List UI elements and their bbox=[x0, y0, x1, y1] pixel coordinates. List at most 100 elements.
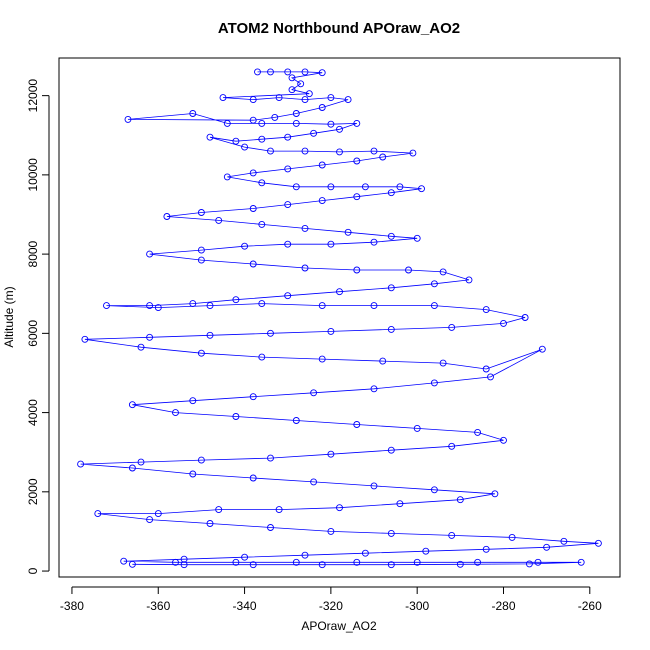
data-point bbox=[258, 119, 266, 127]
data-point bbox=[543, 543, 551, 551]
data-point bbox=[249, 96, 257, 104]
data-point bbox=[223, 119, 231, 127]
data-point bbox=[525, 560, 533, 568]
data-point bbox=[275, 506, 283, 514]
y-tick-label: 6000 bbox=[26, 320, 40, 347]
data-point bbox=[521, 314, 529, 321]
data-point bbox=[370, 302, 378, 310]
data-point bbox=[249, 205, 257, 212]
data-point bbox=[327, 327, 335, 335]
data-point bbox=[301, 551, 309, 559]
y-tick-label: 10000 bbox=[26, 158, 40, 192]
data-point bbox=[267, 68, 274, 76]
data-point bbox=[409, 149, 417, 157]
data-point bbox=[258, 300, 266, 308]
series-layer bbox=[77, 68, 602, 569]
data-point bbox=[310, 478, 318, 486]
data-point bbox=[370, 238, 378, 246]
data-point bbox=[482, 306, 490, 314]
data-point bbox=[189, 110, 197, 117]
data-point bbox=[361, 183, 369, 191]
x-tick-label: -360 bbox=[146, 599, 170, 613]
data-point bbox=[387, 325, 395, 333]
data-point bbox=[267, 524, 274, 531]
data-point bbox=[197, 246, 205, 254]
data-point bbox=[206, 520, 214, 527]
y-axis-label: Altitude (m) bbox=[2, 286, 16, 347]
data-point bbox=[197, 256, 205, 264]
data-point bbox=[413, 234, 421, 242]
data-point bbox=[146, 302, 154, 310]
data-point bbox=[379, 153, 387, 161]
data-point bbox=[387, 529, 395, 537]
data-point bbox=[163, 213, 171, 220]
data-point bbox=[180, 561, 188, 569]
data-point bbox=[232, 413, 240, 420]
data-point bbox=[336, 148, 343, 156]
y-tick-label: 4000 bbox=[26, 399, 40, 426]
data-point bbox=[370, 385, 378, 393]
x-tick-label: -300 bbox=[405, 599, 429, 613]
data-point bbox=[353, 558, 361, 566]
data-point bbox=[430, 302, 438, 310]
data-point bbox=[310, 389, 318, 397]
data-point bbox=[94, 510, 102, 518]
x-tick-label: -280 bbox=[491, 599, 515, 613]
data-point bbox=[560, 537, 568, 545]
data-point bbox=[456, 496, 464, 504]
x-tick-label: -260 bbox=[578, 599, 602, 613]
data-point bbox=[387, 232, 395, 240]
data-point bbox=[387, 446, 395, 454]
data-point bbox=[500, 436, 507, 444]
data-point bbox=[197, 349, 205, 357]
data-point bbox=[258, 179, 266, 187]
data-point bbox=[396, 500, 404, 508]
data-point bbox=[288, 74, 296, 82]
data-point bbox=[370, 482, 378, 490]
data-point bbox=[500, 319, 507, 327]
data-point bbox=[271, 113, 279, 121]
data-point bbox=[396, 183, 404, 191]
data-point bbox=[197, 209, 205, 216]
data-point bbox=[154, 510, 162, 518]
data-point bbox=[267, 329, 274, 337]
data-point bbox=[491, 490, 499, 498]
data-point bbox=[327, 527, 335, 535]
data-point bbox=[336, 125, 343, 133]
data-point bbox=[387, 561, 395, 569]
x-axis: -380 -360 -340 -320 -300 -280 -260 bbox=[60, 586, 602, 613]
data-point bbox=[128, 464, 136, 472]
y-tick-label: 12000 bbox=[26, 79, 40, 113]
data-point bbox=[219, 94, 227, 102]
data-point bbox=[318, 302, 326, 310]
data-point bbox=[465, 276, 473, 284]
data-point bbox=[146, 333, 154, 341]
data-point bbox=[206, 133, 214, 141]
y-tick-label: 8000 bbox=[26, 240, 40, 267]
data-point bbox=[267, 147, 274, 155]
x-tick-label: -380 bbox=[60, 599, 84, 613]
data-point bbox=[284, 240, 292, 248]
data-point bbox=[430, 280, 438, 288]
y-tick-label: 0 bbox=[26, 567, 40, 574]
data-point bbox=[430, 486, 438, 494]
data-point bbox=[387, 284, 395, 292]
data-point bbox=[487, 373, 494, 381]
data-point bbox=[241, 242, 249, 250]
data-point bbox=[318, 161, 326, 169]
data-point bbox=[292, 119, 300, 127]
data-point bbox=[344, 228, 352, 236]
data-point bbox=[534, 558, 542, 566]
data-point bbox=[241, 143, 249, 151]
data-point bbox=[249, 260, 257, 268]
data-point bbox=[336, 288, 343, 296]
data-point bbox=[301, 147, 309, 155]
data-point bbox=[249, 169, 257, 177]
data-point bbox=[430, 379, 438, 387]
data-point bbox=[292, 417, 300, 424]
data-point bbox=[336, 504, 343, 512]
data-point bbox=[448, 323, 456, 331]
data-point bbox=[301, 96, 309, 104]
data-point bbox=[301, 264, 309, 272]
data-point bbox=[318, 104, 326, 111]
